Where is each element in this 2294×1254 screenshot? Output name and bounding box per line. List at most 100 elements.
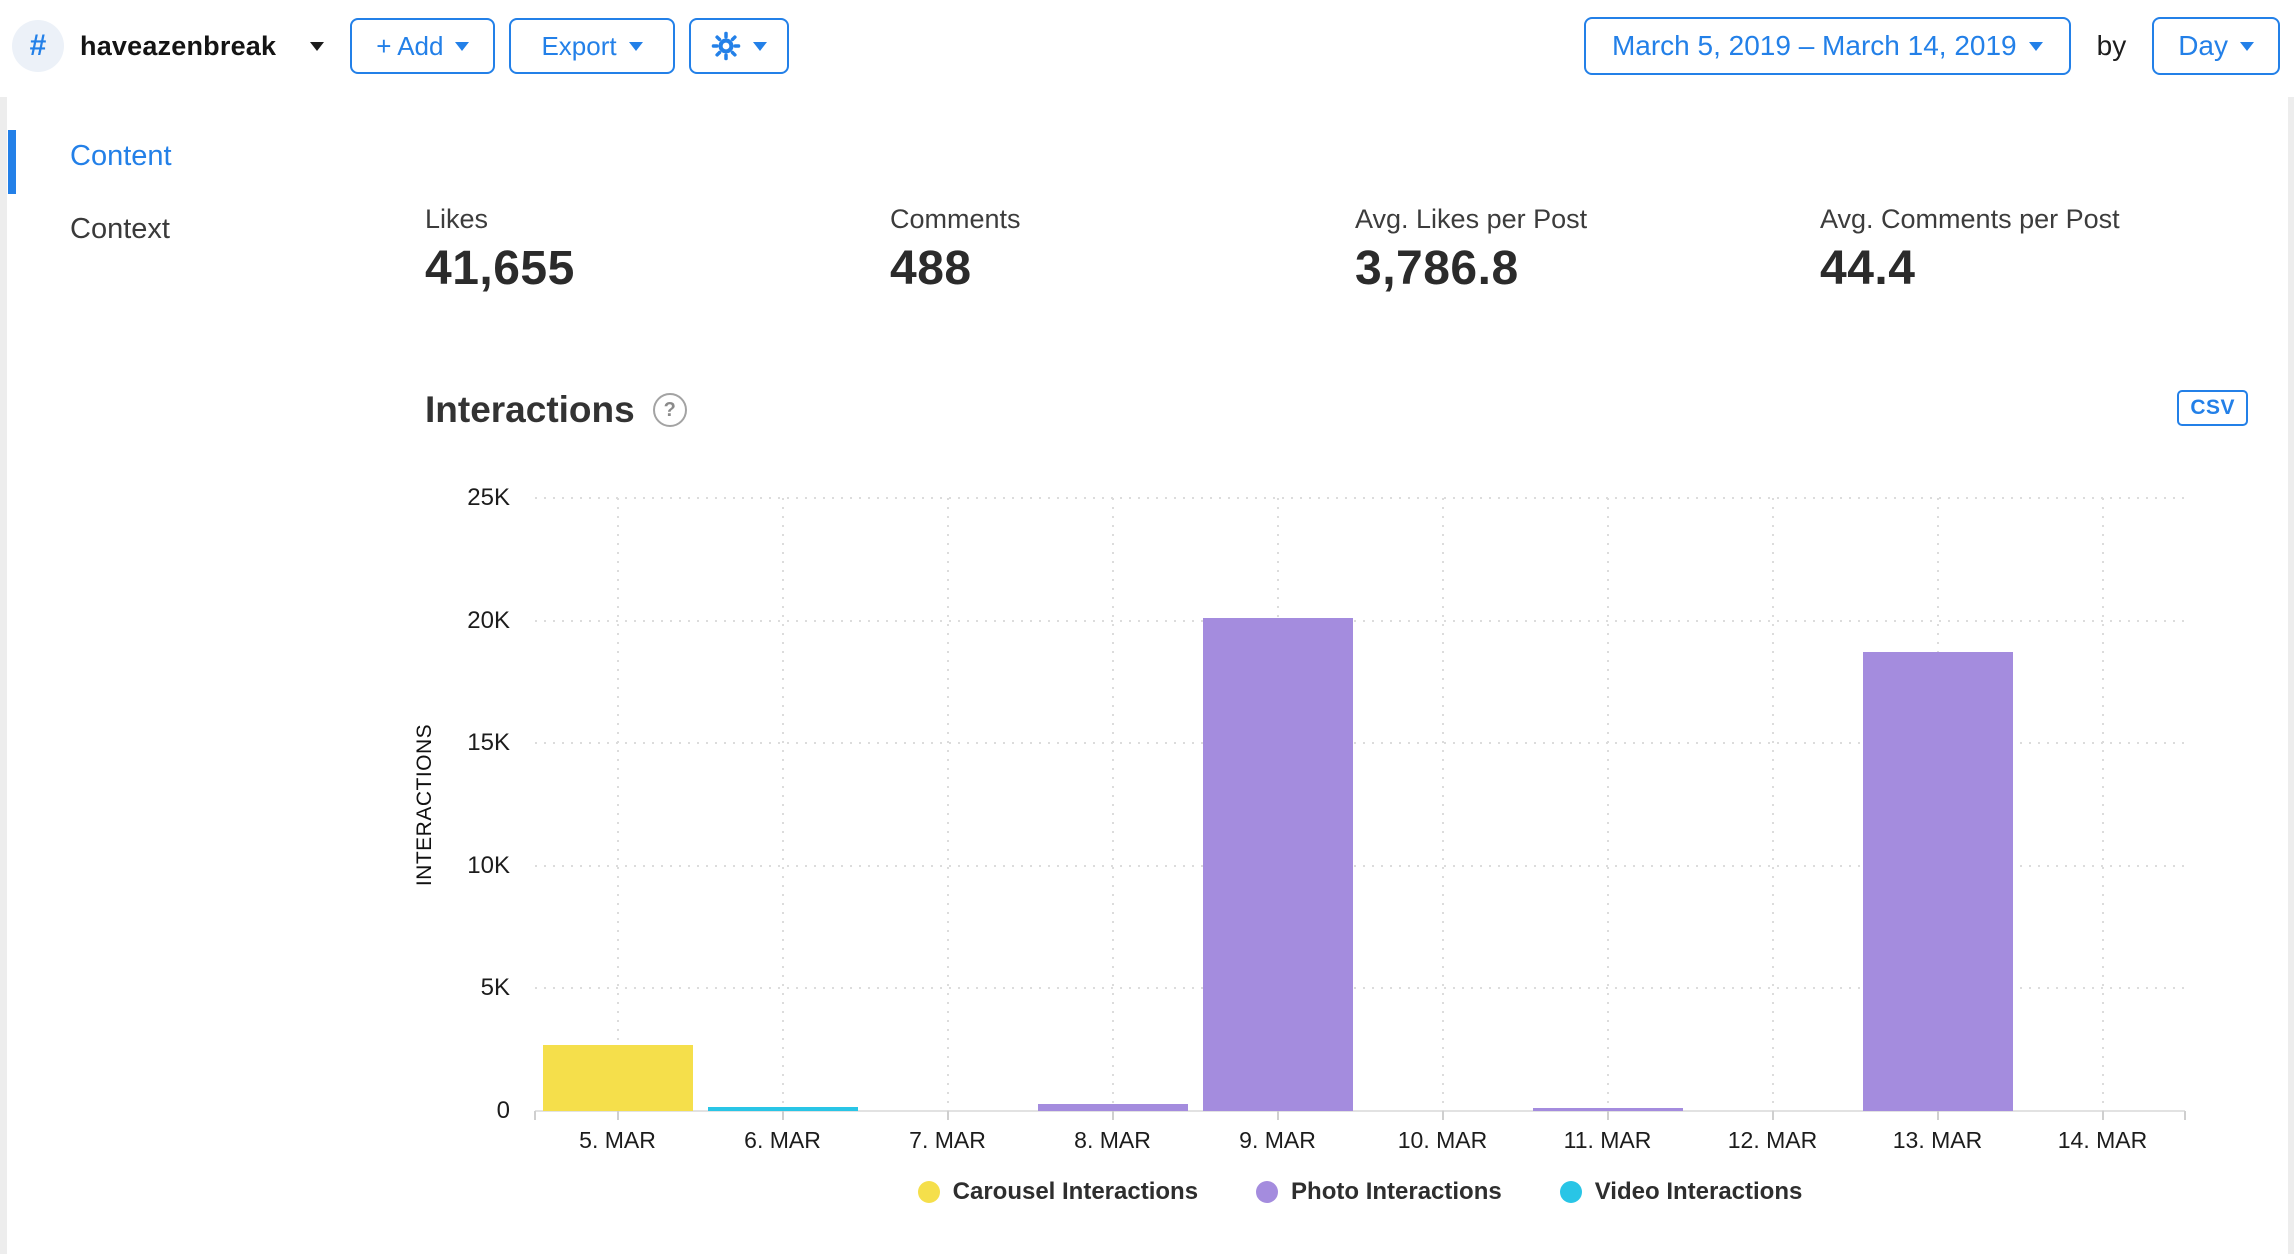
stat-comments: Comments 488 bbox=[890, 204, 1355, 296]
x-axis-tick bbox=[1771, 1111, 1774, 1120]
y-tick-label: 20K bbox=[467, 606, 510, 634]
gridline-horizontal bbox=[535, 864, 2185, 867]
add-button[interactable]: + Add bbox=[350, 18, 496, 74]
legend-dot-icon bbox=[1559, 1181, 1582, 1203]
content-area: Content Context Likes 41,655 Comments 48… bbox=[0, 92, 2294, 1240]
stat-label: Likes bbox=[425, 204, 489, 234]
bar-video-interactions[interactable] bbox=[707, 1107, 858, 1111]
x-tick-label: 5. MAR bbox=[579, 1127, 656, 1153]
x-tick-label: 6. MAR bbox=[744, 1127, 821, 1153]
main-panel: Likes 41,655 Comments 488 Avg. Likes per… bbox=[290, 92, 2294, 1240]
y-tick-label: 0 bbox=[496, 1097, 510, 1124]
legend-dot-icon bbox=[1256, 1181, 1279, 1203]
bar-photo-interactions[interactable] bbox=[1202, 618, 1353, 1111]
legend-item-carousel-interactions[interactable]: Carousel Interactions bbox=[917, 1178, 1199, 1206]
x-tick-label: 14. MAR bbox=[2057, 1127, 2148, 1153]
x-axis-tick bbox=[1441, 1111, 1444, 1120]
x-axis-tick bbox=[616, 1111, 619, 1120]
x-tick-label: 10. MAR bbox=[1397, 1127, 1488, 1153]
chevron-down-icon bbox=[2028, 41, 2043, 51]
section-title: Interactions bbox=[425, 389, 635, 430]
hashtag-symbol: # bbox=[29, 29, 47, 62]
page-right-edge bbox=[2288, 97, 2294, 1254]
legend-item-photo-interactions[interactable]: Photo Interactions bbox=[1256, 1178, 1502, 1206]
stat-value: 41,655 bbox=[425, 242, 575, 295]
x-axis-tick bbox=[2101, 1111, 2104, 1120]
interactions-bar-chart: 0 5K 10K 15K 20K 25K 5. MAR 6. MAR 7. MAR 8. MAR 9… bbox=[290, 460, 2294, 1240]
hashtag-icon: # bbox=[12, 20, 64, 72]
x-axis-tick bbox=[1276, 1111, 1279, 1120]
legend-dot-icon bbox=[917, 1181, 940, 1203]
stat-likes: Likes 41,655 bbox=[425, 204, 890, 296]
gridline-horizontal bbox=[535, 619, 2185, 622]
export-button-label: Export bbox=[541, 30, 617, 61]
x-tick-label: 12. MAR bbox=[1727, 1127, 1818, 1153]
legend-item-video-interactions[interactable]: Video Interactions bbox=[1559, 1178, 1803, 1206]
chevron-down-icon bbox=[628, 41, 643, 51]
gridline-vertical bbox=[1771, 498, 1774, 1111]
x-axis-tick bbox=[1111, 1111, 1114, 1120]
gear-icon bbox=[711, 31, 741, 61]
legend-label: Photo Interactions bbox=[1291, 1178, 1502, 1205]
y-axis-title: INTERACTIONS bbox=[413, 723, 436, 886]
date-range-label: March 5, 2019 – March 14, 2019 bbox=[1611, 30, 2017, 61]
interactions-section: Interactions ? CSV 0 5K 10K 15K 20K 25K 5. MAR… bbox=[290, 384, 2294, 1240]
bar-photo-interactions[interactable] bbox=[1532, 1108, 1683, 1111]
legend-label: Video Interactions bbox=[1594, 1178, 1803, 1205]
y-tick-label: 10K bbox=[467, 851, 510, 879]
gridline-vertical bbox=[946, 498, 949, 1111]
gridline-vertical bbox=[1606, 498, 1609, 1111]
x-axis-line bbox=[535, 1110, 2185, 1112]
x-axis-tick bbox=[1936, 1111, 1939, 1120]
bar-photo-interactions[interactable] bbox=[1862, 652, 2013, 1111]
gridline-vertical bbox=[1111, 498, 1114, 1111]
stat-value: 488 bbox=[890, 242, 972, 295]
y-tick-label: 15K bbox=[467, 729, 510, 757]
gridline-horizontal bbox=[535, 987, 2185, 990]
sidebar: Content Context bbox=[0, 92, 290, 1240]
x-axis-edge-tick bbox=[534, 1111, 536, 1120]
settings-button[interactable] bbox=[688, 18, 789, 74]
bar-carousel-interactions[interactable] bbox=[542, 1044, 693, 1111]
chevron-down-icon bbox=[2240, 41, 2254, 51]
stat-avg-comments-per-post: Avg. Comments per Post 44.4 bbox=[1820, 204, 2285, 296]
x-axis-tick bbox=[1606, 1111, 1609, 1120]
legend-label: Carousel Interactions bbox=[952, 1178, 1199, 1205]
y-tick-label: 5K bbox=[480, 974, 510, 1002]
x-axis-edge-tick bbox=[2184, 1111, 2186, 1120]
question-mark: ? bbox=[663, 398, 676, 421]
date-range-button[interactable]: March 5, 2019 – March 14, 2019 bbox=[1583, 17, 2071, 75]
chart-legend: Carousel Interactions Photo Interactions V… bbox=[535, 1178, 2185, 1206]
csv-export-button[interactable]: CSV bbox=[2177, 390, 2248, 426]
stat-label: Avg. Comments per Post bbox=[1820, 204, 2120, 234]
sidebar-item-content[interactable]: Content bbox=[70, 140, 172, 172]
x-axis-tick bbox=[946, 1111, 949, 1120]
gridline-vertical bbox=[781, 498, 784, 1111]
gridline-vertical bbox=[616, 498, 619, 1111]
stat-value: 44.4 bbox=[1820, 242, 1916, 295]
x-tick-label: 9. MAR bbox=[1239, 1127, 1316, 1153]
section-header: Interactions ? bbox=[290, 384, 2294, 436]
gridline-vertical bbox=[1441, 498, 1444, 1111]
help-icon[interactable]: ? bbox=[652, 393, 687, 427]
x-tick-label: 7. MAR bbox=[909, 1127, 986, 1153]
x-tick-label: 11. MAR bbox=[1563, 1127, 1652, 1153]
account-dropdown-caret-icon[interactable] bbox=[310, 41, 325, 51]
bar-photo-interactions[interactable] bbox=[1037, 1103, 1188, 1111]
granularity-button[interactable]: Day bbox=[2152, 17, 2280, 75]
by-label: by bbox=[2096, 30, 2127, 61]
chevron-down-icon bbox=[455, 41, 470, 51]
page-left-edge bbox=[0, 97, 7, 1254]
stat-avg-likes-per-post: Avg. Likes per Post 3,786.8 bbox=[1355, 204, 1820, 296]
sidebar-item-context[interactable]: Context bbox=[70, 213, 170, 245]
x-tick-label: 8. MAR bbox=[1074, 1127, 1151, 1153]
export-button[interactable]: Export bbox=[509, 18, 675, 74]
account-name: haveazenbreak bbox=[80, 30, 277, 61]
stat-label: Comments bbox=[890, 204, 1021, 234]
chevron-down-icon bbox=[752, 41, 767, 51]
granularity-label: Day bbox=[2178, 30, 2228, 61]
gridline-vertical bbox=[2101, 498, 2104, 1111]
x-tick-label: 13. MAR bbox=[1892, 1127, 1983, 1153]
stat-value: 3,786.8 bbox=[1355, 242, 1519, 295]
